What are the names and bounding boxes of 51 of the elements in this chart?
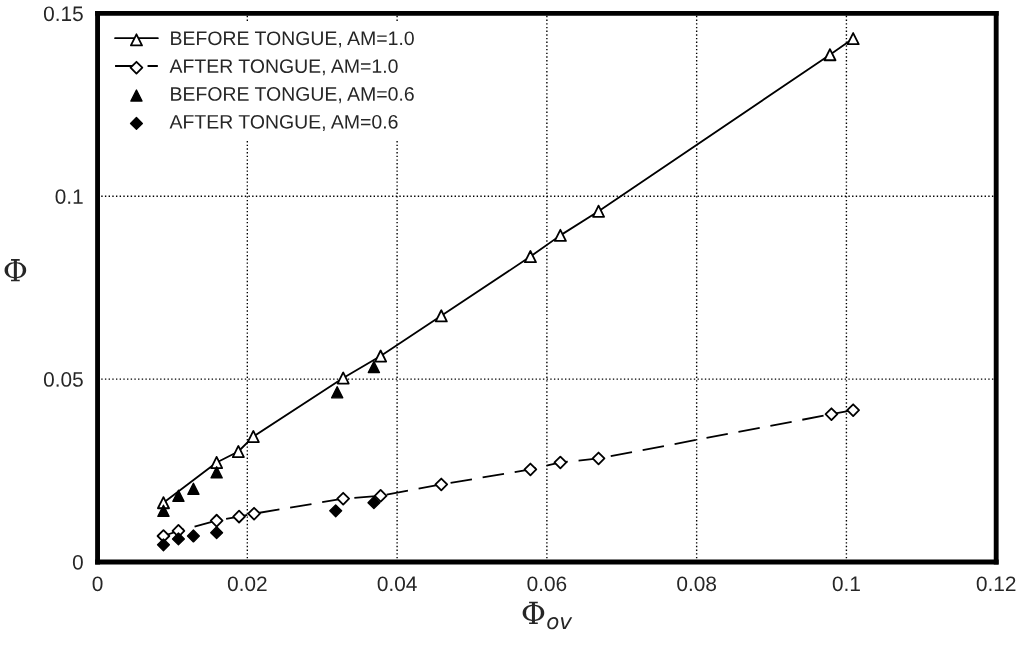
legend-label: BEFORE TONGUE, AM=0.6	[171, 87, 414, 104]
point	[231, 445, 245, 458]
legend-label: AFTER TONGUE, AM=0.6	[169, 114, 398, 131]
point	[172, 489, 185, 503]
point	[247, 506, 261, 521]
point	[156, 538, 171, 552]
point	[846, 32, 860, 46]
point	[246, 430, 260, 443]
y-axis-title: Φ	[4, 259, 27, 282]
point	[434, 477, 449, 492]
point	[210, 466, 223, 479]
x-tick-label: 0.02	[227, 576, 267, 592]
point	[823, 48, 837, 62]
y-tick-label: 0.1	[55, 189, 83, 204]
point	[367, 496, 381, 510]
point	[846, 403, 860, 417]
x-tick-label: 0.06	[527, 576, 567, 592]
legend-label: AFTER TONGUE, AM=1.0	[169, 59, 398, 76]
point	[187, 482, 200, 496]
point	[434, 309, 448, 323]
x-tick-label: 0.12	[976, 576, 1016, 592]
point	[329, 504, 343, 518]
point	[553, 228, 567, 242]
point	[523, 250, 537, 264]
point	[330, 386, 344, 399]
point	[592, 204, 606, 218]
point	[232, 509, 246, 524]
point	[523, 462, 538, 477]
x-tick-label: 0	[92, 576, 103, 592]
point	[186, 529, 201, 543]
point	[591, 451, 606, 466]
legend-label: BEFORE TONGUE, AM=1.0	[171, 31, 414, 48]
x-tick-label: 0.08	[677, 576, 717, 592]
point	[336, 491, 350, 506]
point	[210, 456, 224, 469]
x-tick-label: 0.1	[832, 576, 860, 592]
point	[336, 371, 350, 385]
point	[367, 360, 381, 374]
point	[373, 488, 388, 503]
point	[553, 455, 568, 470]
point	[209, 513, 224, 528]
x-tick-label: 0.04	[377, 576, 417, 592]
y-tick-label: 0.05	[43, 372, 83, 387]
point	[374, 349, 388, 363]
point	[171, 532, 186, 546]
point	[157, 504, 170, 518]
point	[210, 526, 224, 540]
x-axis-title: Φ$_{ov}$	[522, 601, 573, 630]
y-tick-label: 0.15	[43, 6, 83, 22]
point	[824, 407, 839, 422]
y-tick-label: 0	[72, 554, 83, 570]
